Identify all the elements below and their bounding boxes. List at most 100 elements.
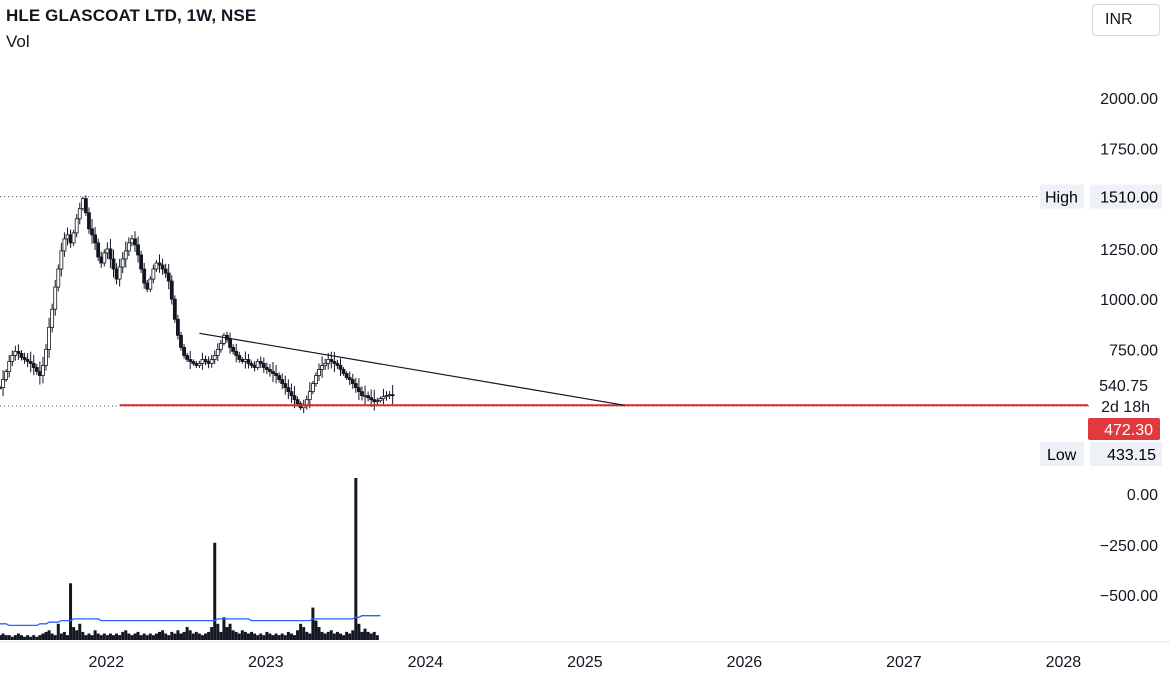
- scale-label-540: 540.75: [1099, 378, 1148, 395]
- candle-body: [240, 359, 245, 362]
- volume-indicator-label[interactable]: Vol: [6, 32, 30, 51]
- candle-body: [90, 228, 94, 236]
- candle-body: [123, 250, 128, 260]
- candle-body: [222, 334, 226, 344]
- volume-bar: [366, 631, 370, 640]
- volume-bar: [26, 635, 30, 640]
- candle-body: [357, 387, 361, 393]
- volume-bar: [164, 633, 168, 640]
- candle-body: [13, 351, 18, 356]
- candle-body: [197, 363, 202, 366]
- volume-bar: [194, 631, 198, 640]
- candle-body: [200, 359, 205, 364]
- volume-ma-line: [0, 615, 381, 627]
- volume-bar: [118, 635, 122, 640]
- candle-body: [37, 371, 42, 376]
- candle-body: [366, 395, 371, 399]
- candle-body: [261, 363, 266, 368]
- volume-bar: [38, 635, 42, 640]
- candle-body: [151, 268, 156, 280]
- volume-bar: [225, 627, 229, 640]
- volume-bar: [296, 630, 300, 640]
- volume-bar: [59, 633, 63, 640]
- candle-body: [99, 256, 104, 264]
- candle-body: [243, 359, 248, 362]
- candle-body: [1, 379, 5, 388]
- time-tick-label: 2026: [727, 654, 763, 671]
- candle-body: [335, 363, 340, 366]
- candle-body: [271, 371, 275, 374]
- candle-body: [120, 258, 125, 268]
- candle-body: [384, 395, 389, 398]
- candle-body: [56, 268, 61, 288]
- candle-body: [41, 365, 45, 376]
- volume-bar: [81, 631, 85, 640]
- candle-body: [350, 379, 355, 384]
- volume-bar: [0, 635, 2, 640]
- candle-body: [68, 234, 73, 244]
- candle-body: [323, 363, 328, 366]
- candle-body: [344, 373, 349, 378]
- low-label: Low: [1047, 447, 1077, 464]
- volume-bar: [219, 631, 223, 640]
- candle-body: [215, 349, 220, 356]
- volume-bar: [185, 627, 189, 640]
- candle-body: [80, 198, 85, 210]
- time-tick-label: 2023: [248, 654, 284, 671]
- high-label: High: [1045, 190, 1078, 207]
- volume-tick-label: −500.00: [1100, 588, 1158, 605]
- candle-body: [295, 399, 300, 405]
- candle-body: [390, 394, 395, 397]
- candle-body: [246, 359, 251, 364]
- volume-bar: [207, 631, 211, 640]
- volume-bar: [308, 633, 312, 640]
- volume-bar: [84, 635, 88, 640]
- candle-body: [255, 361, 260, 368]
- volume-bar: [277, 635, 281, 640]
- volume-bar: [357, 623, 361, 640]
- volume-bar: [231, 630, 235, 640]
- volume-bar: [332, 633, 336, 640]
- high-label-bg: [1040, 184, 1084, 209]
- volume-bar: [268, 633, 272, 640]
- volume-bar: [351, 630, 355, 640]
- volume-bar: [124, 630, 128, 640]
- candle-body: [179, 334, 183, 348]
- volume-bar: [158, 631, 162, 640]
- time-tick-label: 2022: [89, 654, 125, 671]
- volume-bar: [289, 633, 293, 640]
- volume-bar: [292, 635, 296, 640]
- candle-body: [0, 387, 2, 389]
- volume-bar: [35, 636, 39, 640]
- candle-body: [194, 363, 199, 366]
- candle-body: [369, 397, 374, 401]
- low-value: 433.15: [1107, 447, 1156, 464]
- candle-body: [252, 365, 257, 368]
- symbol-title[interactable]: HLE GLASCOAT LTD, 1W, NSE: [6, 6, 257, 25]
- volume-bar: [99, 635, 103, 640]
- volume-bar: [262, 635, 266, 640]
- candle-body: [136, 244, 140, 256]
- candle-body: [133, 238, 137, 246]
- candle-body: [286, 387, 291, 393]
- candle-body: [317, 369, 321, 376]
- volume-bar: [197, 633, 201, 640]
- candle-body: [206, 361, 211, 364]
- price-tick-label: 2000.00: [1100, 91, 1158, 108]
- candle-body: [160, 264, 165, 270]
- volume-bar: [47, 630, 51, 640]
- volume-bar: [271, 635, 275, 640]
- candle-body: [87, 212, 91, 230]
- volume-bar: [53, 635, 57, 640]
- currency-button[interactable]: INR: [1092, 4, 1160, 36]
- candle-body: [320, 365, 324, 370]
- volume-bar: [274, 633, 278, 640]
- volume-bar: [228, 623, 232, 640]
- candle-body: [53, 286, 58, 310]
- candle-body: [329, 359, 334, 362]
- time-tick-label: 2028: [1046, 654, 1082, 671]
- candle-body: [59, 250, 64, 270]
- candle-body: [19, 353, 24, 358]
- volume-bar: [372, 631, 376, 640]
